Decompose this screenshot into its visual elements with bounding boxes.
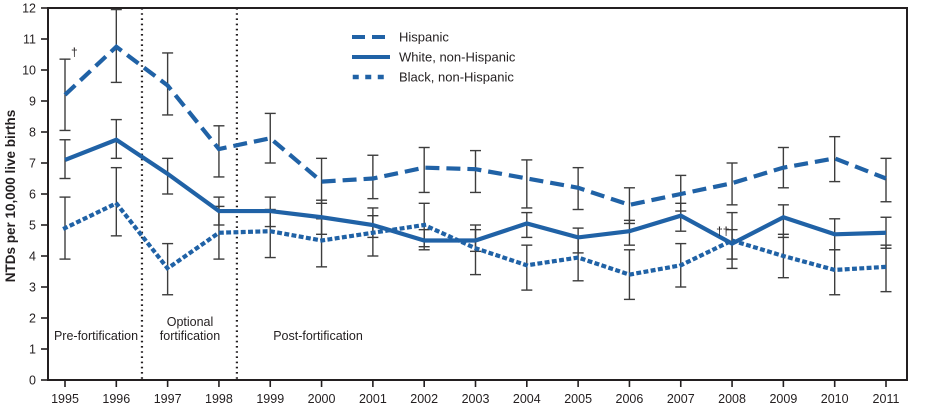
- x-tick-label: 2000: [308, 392, 336, 406]
- y-tick-label: 4: [29, 250, 36, 264]
- y-tick-label: 2: [29, 312, 36, 326]
- region-label-optional-line1: Optional: [167, 315, 214, 329]
- x-tick-label: 2003: [462, 392, 490, 406]
- x-tick-label: 2005: [564, 392, 592, 406]
- x-tick-label: 1995: [51, 392, 79, 406]
- x-tick-label: 2007: [667, 392, 695, 406]
- legend-label-black: Black, non-Hispanic: [399, 70, 514, 85]
- y-tick-label: 10: [22, 64, 36, 78]
- y-tick-label: 8: [29, 126, 36, 140]
- region-label-optional-line2: fortification: [160, 329, 220, 343]
- x-tick-label: 1996: [102, 392, 130, 406]
- region-label-pre-fortification: Pre-fortification: [54, 329, 138, 343]
- x-tick-label: 2010: [821, 392, 849, 406]
- legend-label-hispanic: Hispanic: [399, 30, 449, 45]
- footnote-dagger: ††: [716, 224, 729, 238]
- x-tick-label: 1998: [205, 392, 233, 406]
- series-line-white-non-hispanic: [64, 137, 887, 246]
- y-tick-label: 11: [23, 33, 36, 47]
- y-tick-label: 0: [29, 374, 36, 388]
- y-tick-label: 7: [29, 157, 36, 171]
- x-tick-label: 2001: [359, 392, 387, 406]
- region-label-post-fortification: Post-fortification: [273, 329, 363, 343]
- x-tick-label: 2004: [513, 392, 541, 406]
- series-line-black-non-hispanic: [62, 200, 889, 277]
- x-tick-label: 2008: [718, 392, 746, 406]
- y-axis-title: NTDs per 10,000 live births: [3, 110, 18, 283]
- y-tick-label: 12: [22, 2, 36, 16]
- y-tick-label: 5: [29, 219, 36, 233]
- x-tick-label: 2011: [873, 392, 900, 406]
- x-tick-label: 1997: [154, 392, 182, 406]
- legend-label-white: White, non-Hispanic: [399, 50, 516, 65]
- y-tick-label: 3: [29, 281, 36, 295]
- y-tick-label: 6: [29, 188, 36, 202]
- x-tick-label: 2009: [769, 392, 797, 406]
- legend: Hispanic White, non-Hispanic Black, non-…: [352, 30, 516, 85]
- x-tick-label: 2002: [410, 392, 438, 406]
- x-tick-label: 1999: [256, 392, 284, 406]
- x-tick-label: 2006: [616, 392, 644, 406]
- series-line-hispanic: [63, 44, 887, 208]
- y-tick-label: 9: [29, 95, 36, 109]
- y-tick-label: 1: [29, 343, 36, 357]
- footnote-dagger: †: [71, 45, 78, 59]
